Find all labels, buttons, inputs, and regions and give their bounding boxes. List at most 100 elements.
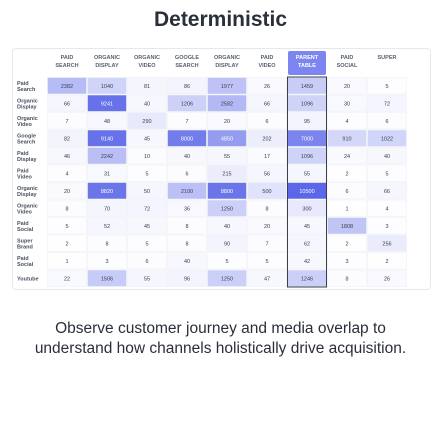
column-header-label: PAID [61,55,74,61]
row-label: Youtube [17,276,39,282]
heatmap-cell [87,164,127,182]
heatmap-cell [247,129,287,147]
row-label: Social [17,262,34,268]
heatmap-cell-value: 1 [65,259,68,265]
heatmap-cell [167,112,207,130]
heatmap-cell-value: 45 [304,224,310,230]
heatmap-cell-value: 26 [264,84,270,90]
row-label: Super [17,238,33,244]
heatmap-cell-value: 910 [342,136,351,142]
heatmap-cell-value: 1808 [341,224,353,230]
heatmap-cell-value: 2582 [221,101,233,107]
column-header-label: SEARCH [55,63,78,69]
heatmap-cell-value: 290 [142,119,151,125]
heatmap-cell-value: 8800 [221,189,233,195]
column-header-label: DISPLAY [215,63,239,69]
heatmap-cell-value: 4 [345,119,348,125]
heatmap-cell-value: 56 [264,171,270,177]
heatmap-cell [167,234,207,252]
heatmap-cell [167,129,207,147]
heatmap-cell-value: 7 [265,241,268,247]
row-label: Paid [17,168,29,174]
heatmap-cell-value: 48 [104,119,110,125]
heatmap-cell-value: 8 [105,241,108,247]
heatmap-cell-value: 8 [65,206,68,212]
heatmap-cell-value: 5 [225,259,228,265]
heatmap-cell [327,147,367,165]
heatmap-cell-value: 6 [385,119,388,125]
heatmap-cell [167,77,207,95]
heatmap-cell-value: 6 [185,171,188,177]
heatmap-cell [367,199,407,217]
heatmap-cell [367,129,407,147]
heatmap-cell-value: 5 [145,171,148,177]
heatmap-cell-value: 42 [304,259,310,265]
row-label: Organic [17,98,38,104]
heatmap-cell-value: 45 [144,136,150,142]
column-header-label: SEARCH [175,63,198,69]
row-label: Search [17,87,36,93]
column-header-label: PAID [261,55,274,61]
heatmap-cell [367,147,407,165]
heatmap-cell-value: 47 [264,276,270,282]
heatmap-cell-value: 40 [184,154,190,160]
heatmap-cell-value: 86 [184,84,190,90]
heatmap-cell-value: 2 [345,241,348,247]
column-header-label: ORGANIC [134,55,160,61]
heatmap-card: PAID SEARCH ORGANIC DISPLAY ORGANIC VIDEO GOOG… [12,48,431,290]
heatmap-cell [247,164,287,182]
heatmap-cell-value: 6 [345,189,348,195]
heatmap-cell [87,182,127,200]
heatmap-cell [247,77,287,95]
heatmap-cell-value: 1250 [221,206,233,212]
heatmap-cell-value: 8 [265,206,268,212]
heatmap-cell [167,217,207,235]
row-label: Paid [17,151,29,157]
heatmap-cell [127,269,167,287]
heatmap-cell [327,199,367,217]
row-label: Video [17,174,33,180]
heatmap-cell-value: 22 [64,276,70,282]
heatmap-cell-value: 8 [185,224,188,230]
heatmap-cell-value: 1246 [301,276,313,282]
heatmap-chart: PAID SEARCH ORGANIC DISPLAY ORGANIC VIDEO GOOG… [17,51,407,288]
heatmap-cell [47,269,87,287]
heatmap-cell-value: 82 [64,136,70,142]
heatmap-cell-value: 2242 [101,154,113,160]
heatmap-cell [127,199,167,217]
heatmap-cell-value: 9140 [101,136,113,142]
heatmap-cell-value: 70 [104,206,110,212]
heatmap-cell [47,164,87,182]
heatmap-cell [127,164,167,182]
heatmap-cell [207,217,247,235]
heatmap-cell [167,94,207,112]
heatmap-cell [327,234,367,252]
heatmap-cell-value: 45 [144,224,150,230]
row-label: Display [17,157,38,163]
heatmap-cell-value: 1459 [301,84,313,90]
row-label: Paid [17,81,29,87]
heatmap-cell-value: 5 [385,171,388,177]
heatmap-cell-value: 66 [384,189,390,195]
heatmap-cell [367,252,407,270]
heatmap-cell-value: 215 [222,171,231,177]
heatmap-cell [247,234,287,252]
heatmap-cell [247,147,287,165]
heatmap-cell-value: 40 [224,224,230,230]
column-header-label: PARENT [296,55,319,61]
heatmap-cell [207,269,247,287]
row-label: Display [17,192,38,198]
heatmap-cell [47,199,87,217]
heatmap-cell-value: 4850 [221,136,233,142]
column-header-label: SOCIAL [337,63,358,69]
column-header-label: ORGANIC [94,55,120,61]
heatmap-cell-value: 1022 [381,136,393,142]
heatmap-cell [87,269,127,287]
heatmap-cell [167,147,207,165]
heatmap-cell [47,77,87,95]
heatmap-cell [247,199,287,217]
heatmap-cell [327,182,367,200]
heatmap-cell [207,234,247,252]
heatmap-cell-value: 95 [304,119,310,125]
heatmap-cell-value: 2 [385,259,388,265]
